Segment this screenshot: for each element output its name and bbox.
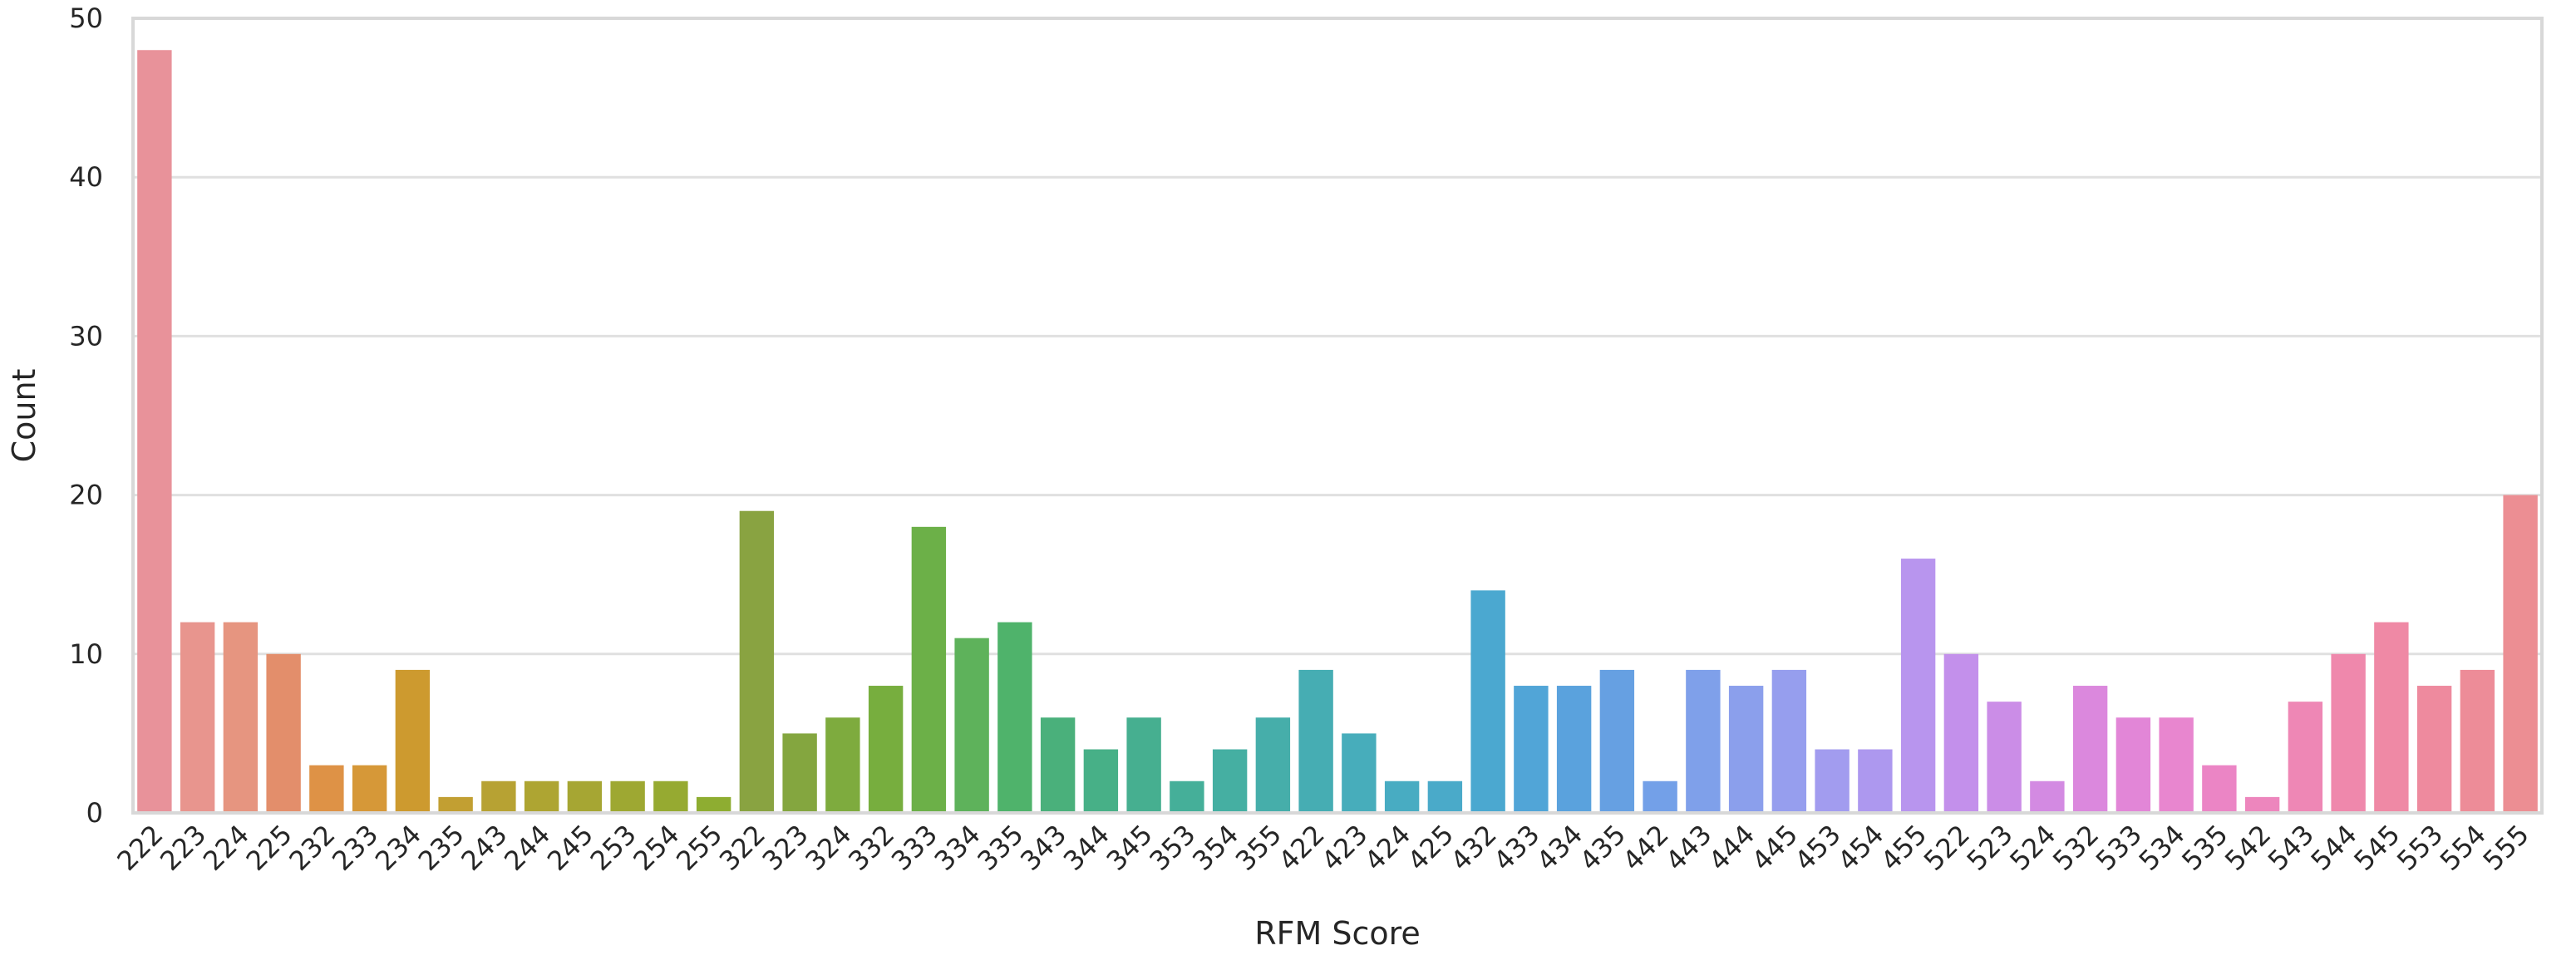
bar-344	[1083, 749, 1119, 813]
bar-535	[2202, 765, 2237, 813]
grid-layer	[133, 17, 2542, 815]
x-tick-label-555: 555	[2477, 819, 2535, 877]
bar-434	[1556, 686, 1592, 813]
bar-224	[223, 622, 259, 813]
x-axis-title: RFM Score	[1254, 915, 1421, 952]
y-tick-label: 0	[86, 797, 103, 829]
bar-443	[1686, 669, 1721, 813]
bar-523	[1987, 702, 2022, 813]
bar-254	[653, 780, 688, 813]
bar-424	[1384, 780, 1420, 813]
bar-522	[1943, 653, 1979, 813]
bar-353	[1170, 780, 1204, 813]
bar-232	[309, 765, 344, 813]
y-tick-label: 30	[69, 320, 103, 352]
bar-333	[911, 526, 947, 813]
bar-235	[438, 796, 473, 813]
bar-223	[180, 622, 215, 813]
bar-222	[137, 50, 172, 814]
y-axis-title: Count	[6, 369, 42, 463]
bar-532	[2072, 686, 2108, 813]
bar-445	[1771, 669, 1807, 813]
bar-255	[696, 796, 731, 813]
bar-323	[782, 733, 817, 813]
bar-422	[1298, 669, 1333, 813]
bar-332	[868, 686, 904, 813]
bar-345	[1126, 717, 1161, 813]
x-axis-ticks: 2222232242252322332342352432442452532542…	[111, 819, 2534, 877]
bar-454	[1858, 749, 1893, 813]
bar-233	[352, 765, 387, 813]
bar-334	[954, 638, 989, 813]
bar-225	[266, 653, 301, 813]
bar-322	[739, 510, 775, 813]
bar-423	[1342, 733, 1377, 813]
bar-243	[481, 780, 516, 813]
bar-335	[997, 622, 1032, 813]
y-tick-label: 40	[69, 161, 103, 193]
bar-442	[1643, 780, 1677, 813]
bar-253	[610, 780, 645, 813]
bar-455	[1900, 559, 1936, 813]
bar-234	[395, 669, 431, 813]
y-tick-label: 10	[69, 638, 103, 670]
bar-435	[1599, 669, 1635, 813]
bar-432	[1470, 590, 1505, 813]
bar-554	[2460, 669, 2495, 813]
bar-553	[2416, 686, 2452, 813]
bar-542	[2244, 796, 2280, 813]
bar-244	[524, 780, 559, 813]
bar-355	[1255, 717, 1291, 813]
bar-425	[1427, 780, 1463, 813]
bar-555	[2503, 495, 2538, 813]
bar-354	[1212, 749, 1248, 813]
bar-433	[1514, 686, 1549, 813]
y-tick-label: 20	[69, 480, 103, 511]
bar-324	[825, 717, 860, 813]
y-axis-ticks: 0 10 20 30 40 50	[69, 2, 103, 829]
bar-533	[2115, 717, 2151, 813]
bar-444	[1728, 686, 1764, 813]
plot-border	[131, 17, 2544, 815]
bar-343	[1040, 717, 1076, 813]
bars-layer	[137, 50, 2538, 814]
bar-245	[567, 780, 603, 813]
bar-453	[1815, 749, 1849, 813]
bar-534	[2159, 717, 2194, 813]
bar-544	[2331, 653, 2366, 813]
y-tick-label: 50	[69, 2, 103, 34]
bar-543	[2288, 702, 2323, 813]
bar-524	[2030, 780, 2065, 813]
bar-545	[2374, 622, 2409, 813]
plot-frame	[131, 17, 2544, 815]
